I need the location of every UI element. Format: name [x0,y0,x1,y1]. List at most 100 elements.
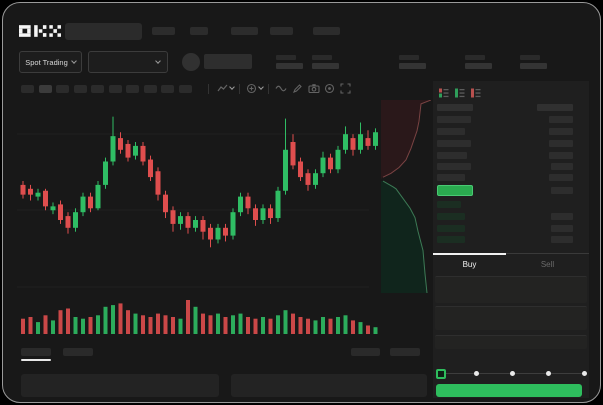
chevron-down-icon [155,58,161,64]
order-input-field[interactable] [435,276,587,303]
order-side-tabs: Buy Sell [433,252,589,274]
bid-amount-placeholder [551,236,573,243]
chart-footer-placeholder[interactable] [351,348,380,356]
bid-price-placeholder [437,225,465,232]
sine-wave-icon[interactable] [275,83,287,94]
bid-amount-placeholder [551,225,573,232]
chevron-down-icon [70,58,77,64]
chevron-down-icon[interactable] [258,84,264,90]
chart-footer-placeholder[interactable] [63,348,93,356]
stat-label-placeholder [276,55,296,60]
trading-mode-label: Spot Trading [25,57,68,67]
interval-button[interactable] [161,85,174,93]
okx-logo[interactable]: OKX [19,23,61,39]
candlestick-chart[interactable] [17,100,385,343]
toolbar-divider [268,84,269,94]
indicator-icon[interactable] [217,83,228,94]
book-header-amount-placeholder [537,104,573,111]
interval-button[interactable] [56,85,69,93]
draw-icon[interactable] [292,83,303,94]
ask-amount-placeholder [549,174,573,181]
order-input-field[interactable] [435,306,587,330]
stat-value-placeholder [312,63,339,69]
bid-price-placeholder [437,236,465,243]
buy-submit-button[interactable] [436,384,582,397]
slider-step-dot[interactable] [546,371,551,376]
stat-value-placeholder [399,63,426,69]
toolbar-divider [239,84,240,94]
ask-amount-placeholder [549,152,573,159]
compare-icon[interactable] [246,83,257,94]
ticker-stat-placeholder [465,55,495,71]
slider-step-dot[interactable] [582,371,587,376]
nav-item-placeholder[interactable] [190,27,208,35]
ask-amount-placeholder [549,128,573,135]
coin-avatar [182,53,200,71]
nav-item-placeholder[interactable] [270,27,293,35]
settings-icon[interactable] [324,83,335,94]
interval-button[interactable] [179,85,192,93]
active-tab-indicator [433,252,506,255]
chevron-down-icon[interactable] [229,84,235,90]
order-book-view-switcher [439,85,481,103]
ticker-stat-placeholder [276,55,306,71]
bottom-panel-placeholder [21,374,219,397]
depth-chart[interactable] [381,100,431,293]
book-header-price-placeholder [437,104,473,111]
book-view-all-icon[interactable] [439,85,449,103]
ask-amount-placeholder [549,116,573,123]
book-view-bids-icon[interactable] [455,85,465,103]
nav-item-placeholder[interactable] [313,27,340,35]
stat-value-placeholder [276,63,303,69]
ticker-stat-placeholder [520,55,550,71]
bottom-panel-placeholder [231,374,427,397]
active-tab-underline [21,359,51,361]
interval-button[interactable] [144,85,157,93]
trading-mode-dropdown[interactable]: Spot Trading [19,51,82,73]
interval-button[interactable] [21,85,34,93]
ask-amount-placeholder [551,163,573,170]
interval-button[interactable] [109,85,122,93]
interval-button[interactable] [39,85,52,93]
last-price-placeholder [204,54,252,69]
order-book-panel: Buy Sell [433,81,589,398]
nav-item-placeholder[interactable] [231,27,258,35]
stat-label-placeholder [399,55,419,60]
interval-button[interactable] [91,85,104,93]
interval-button[interactable] [74,85,87,93]
stat-label-placeholder [312,55,332,60]
last-price-row[interactable] [437,185,473,196]
nav-item-placeholder[interactable] [152,27,175,35]
tab-buy[interactable]: Buy [462,260,477,269]
bid-price-placeholder [437,201,461,208]
toolbar-divider [208,84,209,94]
ask-price-placeholder [437,152,467,159]
ask-amount-placeholder [549,140,573,147]
tab-sell[interactable]: Sell [540,260,555,269]
order-input-field[interactable] [435,335,587,349]
pair-selector-dropdown[interactable] [88,51,168,73]
book-view-asks-icon[interactable] [471,85,481,103]
mid-amount-placeholder [551,187,573,194]
ticker-stat-placeholder [312,55,342,71]
camera-icon[interactable] [308,83,320,94]
bid-price-placeholder [437,213,465,220]
ask-price-placeholder [437,116,471,123]
ask-price-placeholder [437,163,471,170]
stat-value-placeholder [465,63,492,69]
fullscreen-icon[interactable] [340,83,351,94]
ticker-stat-placeholder [399,55,429,71]
interval-button[interactable] [126,85,139,93]
chart-footer-placeholder[interactable] [21,348,51,356]
slider-step-dot[interactable] [474,371,479,376]
ask-price-placeholder [437,128,465,135]
slider-step-dot[interactable] [510,371,515,376]
bid-amount-placeholder [551,213,573,220]
stat-label-placeholder [465,55,485,60]
ask-price-placeholder [437,174,465,181]
search-input[interactable] [65,23,142,40]
chart-footer-placeholder[interactable] [390,348,420,356]
slider-handle[interactable] [436,368,446,379]
